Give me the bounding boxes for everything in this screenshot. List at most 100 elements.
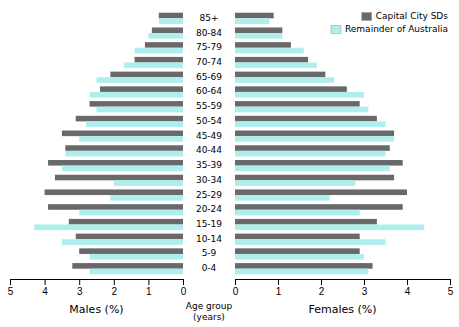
x-tick: 4 bbox=[42, 279, 48, 297]
bar bbox=[235, 160, 403, 166]
x-axis-line bbox=[236, 280, 451, 286]
bar bbox=[86, 121, 183, 127]
bar bbox=[235, 204, 403, 210]
category-label: 35-39 bbox=[196, 160, 222, 170]
bar bbox=[45, 189, 183, 195]
x-tick-label: 1 bbox=[146, 286, 152, 297]
x-tick-mark bbox=[235, 279, 236, 285]
bar bbox=[235, 254, 364, 260]
x-tick: 4 bbox=[405, 279, 411, 297]
x-tick-mark bbox=[148, 279, 149, 285]
bar bbox=[135, 57, 183, 63]
bar bbox=[79, 210, 183, 216]
category-label: 25-29 bbox=[196, 190, 222, 200]
x-tick: 3 bbox=[77, 279, 83, 297]
category-label: 75-79 bbox=[196, 42, 222, 52]
category-label: 65-69 bbox=[196, 72, 222, 82]
bar bbox=[235, 107, 368, 113]
bar bbox=[235, 225, 424, 231]
x-tick: 3 bbox=[362, 279, 368, 297]
bar bbox=[72, 263, 183, 269]
bar bbox=[235, 18, 269, 24]
bar bbox=[110, 72, 183, 78]
bar bbox=[235, 145, 390, 151]
category-label: 15-19 bbox=[196, 219, 222, 229]
bar bbox=[159, 18, 183, 24]
category-labels: 0-45-910-1415-1920-2425-2930-3435-3940-4… bbox=[196, 13, 222, 273]
x-tick-mark bbox=[321, 279, 322, 285]
bar bbox=[34, 225, 183, 231]
bar bbox=[76, 234, 183, 240]
category-label: 10-14 bbox=[196, 234, 222, 244]
x-tick-mark bbox=[79, 279, 80, 285]
bar bbox=[100, 86, 183, 92]
category-label: 20-24 bbox=[196, 204, 222, 214]
x-tick-label: 2 bbox=[319, 286, 325, 297]
bar bbox=[235, 195, 330, 201]
bar bbox=[235, 210, 360, 216]
y-axis-title-line: (years) bbox=[193, 312, 225, 322]
x-axis: 012345 bbox=[8, 279, 187, 297]
category-label: 45-49 bbox=[196, 131, 222, 141]
bar bbox=[235, 33, 282, 39]
bar bbox=[235, 263, 373, 269]
category-label: 5-9 bbox=[202, 248, 217, 258]
bar bbox=[235, 131, 394, 137]
bars bbox=[235, 13, 424, 275]
x-axis: 0 1 2 3 4 5 bbox=[233, 279, 454, 297]
bar bbox=[65, 145, 183, 151]
legend-label: Capital City SDs bbox=[376, 11, 449, 21]
x-tick-mark bbox=[114, 279, 115, 285]
bar bbox=[235, 239, 386, 245]
bar bbox=[235, 175, 394, 181]
x-tick: 0 bbox=[233, 279, 239, 297]
x-tick-mark bbox=[183, 279, 184, 285]
bar bbox=[235, 234, 360, 240]
x-tick-mark bbox=[407, 279, 408, 285]
chart: 012345Males (%)0-45-910-1415-1920-2425-2… bbox=[0, 0, 459, 327]
x-tick-label: 3 bbox=[77, 286, 83, 297]
bar bbox=[235, 116, 377, 122]
bar bbox=[235, 62, 317, 68]
bar bbox=[62, 239, 183, 245]
legend-swatch bbox=[331, 26, 341, 34]
x-tick-label: 5 bbox=[448, 286, 454, 297]
bar bbox=[62, 166, 183, 172]
bar bbox=[55, 175, 183, 181]
category-label: 80-84 bbox=[196, 28, 222, 38]
bar bbox=[110, 195, 183, 201]
bar bbox=[145, 42, 183, 48]
legend: Capital City SDsRemainder of Australia bbox=[331, 11, 448, 34]
bar bbox=[235, 77, 334, 83]
bar bbox=[235, 189, 407, 195]
bar bbox=[114, 180, 183, 186]
x-tick: 0 bbox=[181, 279, 187, 297]
x-tick-mark bbox=[45, 279, 46, 285]
x-tick-label: 5 bbox=[8, 286, 14, 297]
bar bbox=[235, 42, 291, 48]
bar bbox=[148, 33, 183, 39]
bar bbox=[235, 101, 360, 107]
legend-swatch bbox=[362, 13, 372, 21]
bar bbox=[97, 77, 184, 83]
bar bbox=[235, 180, 355, 186]
bar bbox=[235, 219, 377, 225]
bar bbox=[135, 48, 183, 54]
bar bbox=[235, 92, 364, 98]
x-tick-label: 4 bbox=[42, 286, 48, 297]
bar bbox=[62, 131, 183, 137]
x-tick-mark bbox=[450, 279, 451, 285]
x-axis-line bbox=[11, 280, 184, 286]
bar bbox=[235, 136, 394, 142]
x-tick: 5 bbox=[448, 279, 454, 297]
bar bbox=[235, 48, 304, 54]
category-label: 50-54 bbox=[196, 116, 222, 126]
y-axis-title-line: Age group bbox=[186, 301, 233, 311]
bar bbox=[69, 219, 183, 225]
category-label: 70-74 bbox=[196, 57, 222, 67]
bar bbox=[65, 151, 183, 157]
bar bbox=[235, 121, 386, 127]
x-tick-label: 0 bbox=[181, 286, 187, 297]
category-label: 40-44 bbox=[196, 145, 222, 155]
x-tick-label: 1 bbox=[276, 286, 282, 297]
